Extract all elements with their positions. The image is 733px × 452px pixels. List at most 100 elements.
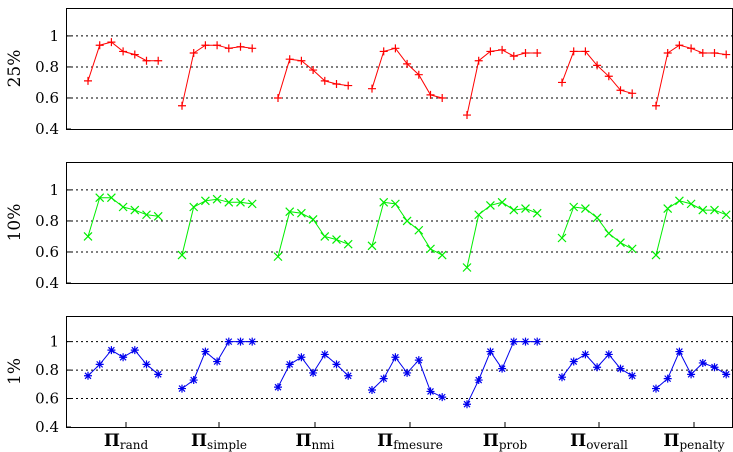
data-point: [474, 376, 483, 385]
data-point: [474, 56, 483, 65]
data-point: [722, 370, 731, 379]
data-point: [95, 41, 104, 50]
panel-3: 0.4 0.6 0.8 1 1%: [5, 316, 733, 436]
data-point: [274, 383, 282, 392]
data-point: [581, 350, 590, 359]
data-point: [616, 86, 625, 95]
data-point: [332, 235, 341, 244]
data-point: [687, 44, 696, 53]
series-line: [371, 47, 443, 99]
data-point: [296, 208, 306, 218]
y-tick-label: 0.4: [35, 418, 59, 436]
data-point: [130, 50, 139, 59]
series-line: [655, 44, 727, 106]
data-point: [83, 232, 93, 241]
data-point: [403, 368, 412, 377]
data-point: [273, 252, 283, 262]
data-point: [509, 205, 519, 215]
data-point: [95, 193, 105, 203]
data-point: [627, 244, 637, 254]
data-point: [200, 196, 210, 206]
data-point: [674, 196, 684, 206]
data-point: [486, 47, 495, 56]
data-point: [604, 72, 613, 81]
data-point: [698, 358, 707, 367]
series-line: [87, 197, 159, 237]
data-point: [107, 346, 116, 355]
data-point: [604, 228, 614, 238]
data-point: [686, 199, 696, 209]
y-tick-label: 0.8: [35, 212, 59, 230]
data-point: [616, 364, 625, 373]
data-point: [474, 210, 484, 220]
data-point: [486, 347, 495, 356]
series-line: [466, 49, 538, 116]
data-point: [628, 89, 637, 98]
data-point: [84, 76, 92, 85]
data-point: [344, 371, 353, 380]
data-point: [224, 197, 234, 207]
data-point: [593, 363, 602, 372]
data-point: [189, 202, 199, 212]
panel-ylabel: 25%: [5, 50, 25, 88]
y-tick-label: 0.4: [35, 274, 59, 292]
data-point: [532, 208, 542, 218]
data-point: [320, 232, 330, 241]
data-point: [178, 101, 186, 110]
data-point: [414, 225, 424, 235]
data-point: [391, 353, 400, 362]
data-point: [285, 207, 295, 217]
data-point: [651, 250, 661, 260]
data-point: [320, 350, 329, 359]
y-tick-label: 1: [49, 333, 59, 351]
data-point: [557, 233, 567, 243]
data-point: [698, 48, 707, 57]
data-point: [652, 384, 660, 393]
data-point: [426, 244, 435, 254]
data-point: [497, 197, 507, 207]
data-point: [201, 347, 210, 356]
data-point: [663, 204, 673, 213]
data-point: [426, 387, 435, 396]
data-point: [248, 337, 257, 346]
data-point: [130, 205, 140, 215]
data-point: [509, 337, 518, 346]
data-point: [581, 47, 590, 56]
data-point: [569, 357, 578, 366]
data-point: [569, 47, 578, 56]
data-point: [285, 360, 294, 369]
y-tick-label: 0.6: [35, 243, 59, 261]
y-tick-label: 0.8: [35, 361, 59, 379]
y-tick-label: 0.4: [35, 120, 59, 138]
data-point: [297, 56, 306, 65]
data-point: [95, 360, 104, 369]
data-point: [236, 197, 245, 207]
data-point: [675, 41, 684, 50]
data-point: [663, 48, 672, 57]
data-point: [274, 93, 282, 102]
data-point: [224, 337, 233, 346]
data-point: [498, 45, 507, 54]
data-point: [213, 357, 222, 366]
series-line: [561, 50, 633, 94]
data-point: [580, 204, 590, 213]
y-tick-label: 0.8: [35, 58, 59, 76]
data-point: [189, 48, 198, 57]
data-point: [390, 199, 400, 209]
data-point: [509, 52, 518, 61]
data-point: [343, 239, 353, 249]
x-category-label: Πfmesure: [377, 431, 443, 452]
data-point: [119, 47, 128, 56]
data-point: [521, 48, 530, 57]
data-point: [569, 202, 579, 212]
data-point: [248, 44, 257, 53]
data-point: [236, 337, 245, 346]
data-point: [189, 376, 198, 385]
data-point: [201, 41, 210, 50]
y-tick-label: 1: [49, 27, 59, 45]
data-point: [628, 371, 637, 380]
series-line: [466, 341, 538, 405]
data-point: [675, 347, 684, 356]
data-point: [687, 370, 696, 379]
data-point: [722, 50, 731, 59]
